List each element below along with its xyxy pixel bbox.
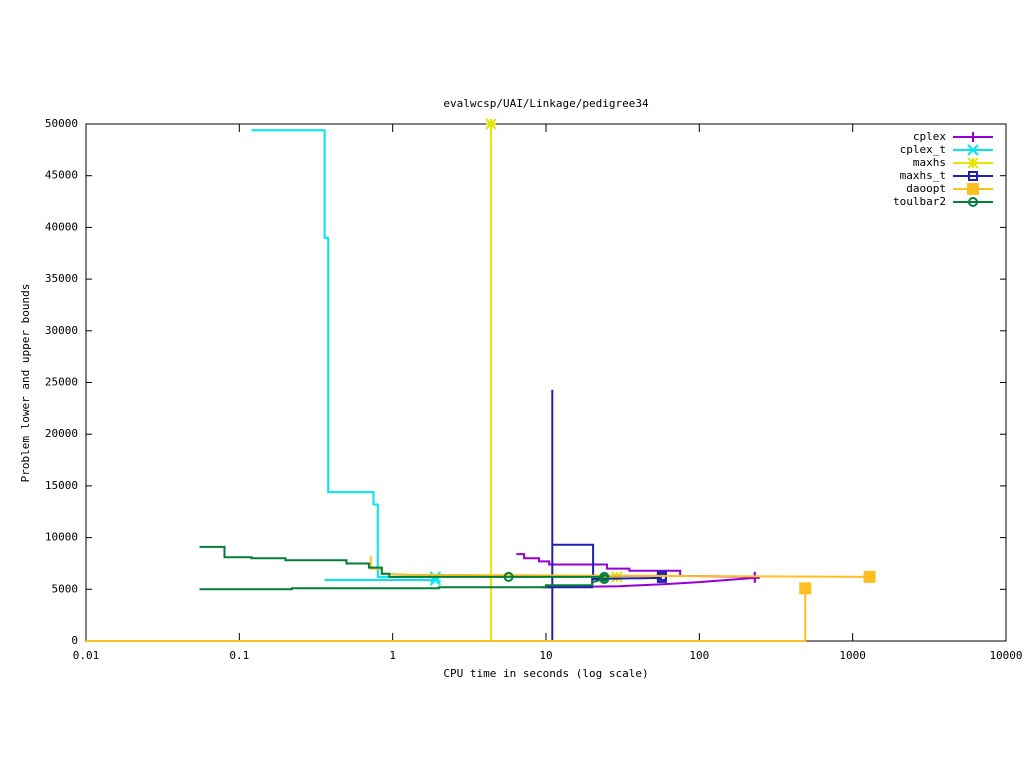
y-tick-label: 35000 bbox=[45, 272, 78, 285]
series-line bbox=[86, 556, 870, 642]
point-marker bbox=[967, 183, 979, 195]
x-axis-label: CPU time in seconds (log scale) bbox=[443, 667, 648, 680]
y-tick-label: 10000 bbox=[45, 531, 78, 544]
x-tick-label: 100 bbox=[689, 649, 709, 662]
point-marker bbox=[599, 574, 610, 584]
series-line bbox=[516, 553, 755, 589]
point-marker bbox=[485, 118, 497, 130]
point-marker bbox=[967, 157, 979, 169]
legend-label: maxhs_t bbox=[900, 169, 946, 182]
point-marker bbox=[749, 572, 760, 583]
point-marker bbox=[656, 572, 667, 583]
legend-label: maxhs bbox=[913, 156, 946, 169]
point-marker bbox=[967, 144, 979, 156]
y-tick-label: 20000 bbox=[45, 427, 78, 440]
y-tick-label: 45000 bbox=[45, 169, 78, 182]
y-tick-label: 40000 bbox=[45, 220, 78, 233]
y-axis-label: Problem lower and upper bounds bbox=[19, 284, 32, 483]
legend-label: cplex_t bbox=[900, 143, 946, 156]
series-line bbox=[490, 124, 617, 641]
series-line bbox=[251, 129, 436, 581]
point-marker bbox=[863, 570, 876, 583]
point-marker bbox=[799, 582, 812, 595]
point-marker bbox=[968, 132, 978, 142]
x-tick-label: 0.1 bbox=[229, 649, 249, 662]
legend-label: toulbar2 bbox=[893, 195, 946, 208]
x-tick-label: 10 bbox=[539, 649, 552, 662]
legend-label: daoopt bbox=[906, 182, 946, 195]
legend-label: cplex bbox=[913, 130, 946, 143]
y-tick-label: 5000 bbox=[52, 582, 79, 595]
y-tick-label: 30000 bbox=[45, 324, 78, 337]
y-tick-label: 50000 bbox=[45, 117, 78, 130]
x-tick-label: 0.01 bbox=[73, 649, 100, 662]
y-tick-label: 0 bbox=[71, 634, 78, 647]
x-tick-label: 1000 bbox=[839, 649, 866, 662]
point-marker bbox=[968, 171, 978, 181]
series-line bbox=[542, 389, 662, 641]
x-tick-label: 1 bbox=[389, 649, 396, 662]
chart-title: evalwcsp/UAI/Linkage/pedigree34 bbox=[443, 97, 649, 110]
plot-frame bbox=[85, 123, 1007, 642]
series-line bbox=[199, 545, 605, 591]
y-tick-label: 15000 bbox=[45, 479, 78, 492]
point-marker bbox=[503, 571, 514, 582]
x-tick-label: 10000 bbox=[989, 649, 1022, 662]
point-marker bbox=[968, 197, 978, 207]
y-tick-label: 25000 bbox=[45, 376, 78, 389]
